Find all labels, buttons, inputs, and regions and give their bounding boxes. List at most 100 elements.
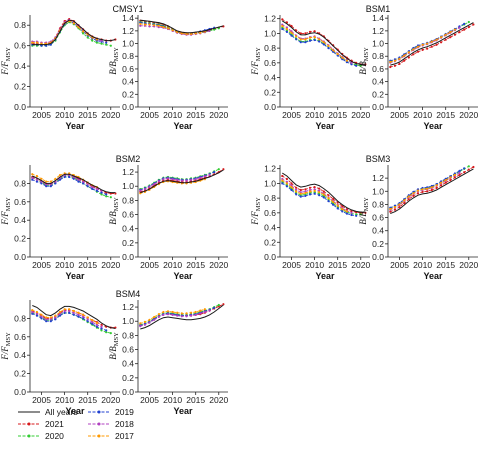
y-tick-label: 0.0 [264, 252, 276, 262]
legend-marker [97, 434, 101, 438]
y-tick-label: 0.2 [14, 82, 26, 92]
data-point-2017 [148, 23, 151, 26]
data-point-2021 [299, 188, 302, 192]
series-line-all-years [140, 169, 224, 194]
data-point-2017 [341, 56, 344, 59]
panel-panel3-b: 0.0 0.2 0.4 0.6 0.8 1.0 1.2 1.4 2005 2010 2015 2020… [358, 13, 478, 131]
data-point-2017 [299, 38, 302, 41]
x-tick-label: 2015 [436, 110, 455, 120]
y-tick-label: 0.4 [264, 223, 276, 233]
x-tick-label: 2010 [55, 260, 74, 270]
data-point-2017 [440, 181, 443, 184]
data-point-2021 [435, 186, 438, 190]
data-point-2021 [304, 188, 307, 191]
data-point-2019 [40, 44, 43, 47]
data-point-2017 [398, 203, 401, 206]
data-point-2017 [72, 309, 75, 313]
data-point-2017 [49, 316, 52, 319]
data-point-2019 [40, 317, 43, 320]
data-point-2018 [185, 179, 188, 182]
panel-bsm3-f: 0.0 0.2 0.4 0.6 0.8 1.0 1.2 2005 2010 2015 2020 Yea… [250, 154, 390, 281]
data-point-2017 [407, 51, 410, 54]
data-point-2018 [166, 177, 170, 180]
data-point-2020 [105, 195, 108, 198]
x-tick-label: 2005 [140, 395, 159, 405]
x-tick-label: 2005 [32, 110, 51, 120]
data-point-2017 [393, 206, 396, 209]
data-point-2017 [185, 32, 188, 36]
data-point-2019 [49, 320, 52, 323]
data-point-2018 [95, 187, 98, 190]
data-point-2021 [398, 62, 401, 65]
data-point-2019 [327, 47, 330, 50]
panel-panel9-b: 0.0 0.2 0.4 0.6 0.8 1.0 1.2 2005 2010 2015 2020 Yea… [108, 300, 228, 416]
y-axis-label: F/FMSY [0, 332, 12, 361]
data-point-2021 [389, 65, 392, 69]
data-point-2019 [322, 43, 325, 46]
data-point-2019 [77, 315, 80, 318]
data-point-2018 [153, 183, 156, 186]
data-point-2017 [407, 195, 410, 198]
panel-bsm2-f: 0.0 0.2 0.4 0.6 0.8 2005 2010 2015 2020 Year F/FMS… [0, 154, 140, 281]
data-point-2019 [458, 169, 461, 172]
data-point-2017 [143, 23, 146, 26]
data-point-2019 [105, 329, 108, 332]
data-point-2019 [304, 194, 307, 197]
data-point-2018 [148, 321, 151, 324]
x-axis-label: Year [315, 271, 335, 281]
data-point-2019 [355, 214, 358, 217]
data-point-2019 [290, 34, 293, 37]
y-tick-label: 0.6 [372, 213, 384, 223]
data-point-2021 [403, 59, 406, 62]
x-tick-label: 2015 [186, 260, 205, 270]
data-point-2019 [49, 185, 52, 188]
series-line-2019 [390, 167, 465, 209]
data-point-2017 [31, 173, 34, 176]
data-point-2019 [350, 213, 353, 217]
data-point-2017 [403, 54, 406, 57]
data-point-2017 [318, 38, 321, 41]
y-tick-label: 0.8 [122, 330, 134, 340]
x-tick-label: 2005 [32, 395, 51, 405]
data-point-2018 [208, 173, 211, 176]
panel-title: BSM2 [116, 154, 141, 164]
y-tick-label: 0.2 [372, 89, 384, 99]
data-point-2021 [313, 30, 316, 33]
series-line-2017 [140, 308, 206, 324]
data-point-2021 [426, 190, 429, 193]
data-point-2017 [453, 173, 456, 176]
x-tick-label: 2020 [101, 395, 120, 405]
x-axis-label: Year [423, 271, 443, 281]
data-point-2021 [453, 176, 456, 179]
data-point-2019 [295, 193, 298, 196]
data-point-2021 [472, 165, 475, 169]
data-point-2018 [162, 313, 165, 316]
data-point-2017 [403, 199, 406, 202]
y-tick-label: 0.0 [14, 252, 26, 262]
data-point-2019 [313, 38, 316, 42]
x-tick-label: 2015 [328, 110, 347, 120]
x-axis-label: Year [315, 121, 335, 131]
legend-label: 2021 [45, 419, 64, 429]
panel-panel5-b: 0.0 0.2 0.4 0.6 0.8 1.0 1.2 2005 2010 2015 2020 Yea… [108, 165, 228, 281]
data-point-2017 [31, 41, 34, 44]
data-point-2017 [412, 48, 415, 51]
data-point-2017 [299, 192, 302, 195]
data-point-2018 [166, 313, 170, 316]
data-point-2017 [157, 24, 160, 27]
series-line-2018 [140, 174, 210, 191]
x-tick-label: 2015 [328, 260, 347, 270]
y-tick-label: 0.4 [264, 73, 276, 83]
data-point-2017 [449, 30, 452, 34]
x-tick-label: 2010 [55, 395, 74, 405]
data-point-2021 [440, 184, 443, 187]
y-tick-label: 1.2 [372, 26, 384, 36]
data-point-2021 [449, 179, 452, 182]
data-point-2017 [426, 187, 429, 190]
y-tick-label: 0.4 [372, 226, 384, 236]
data-point-2019 [91, 187, 94, 190]
y-tick-label: 0.0 [372, 252, 384, 262]
y-tick-label: 1.4 [122, 13, 134, 23]
series-line-2020 [32, 21, 111, 47]
panel-title: BSM3 [366, 154, 391, 164]
